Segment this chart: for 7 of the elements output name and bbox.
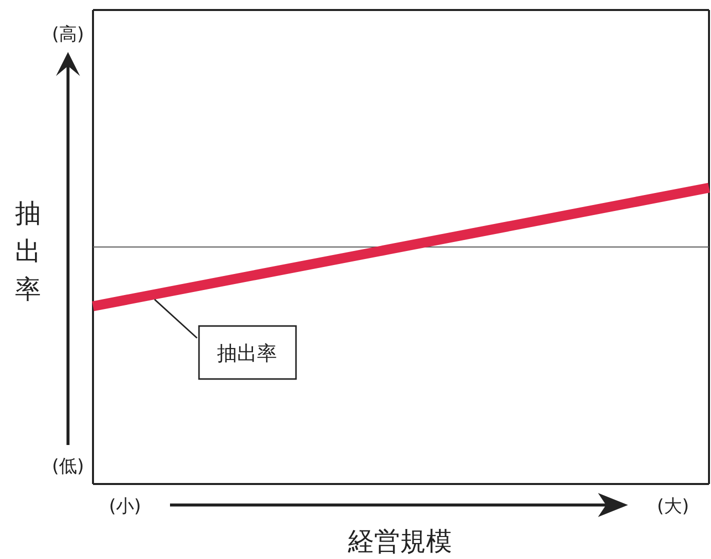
xlabel: 経営規模 [348,527,452,557]
annotation: (大) [656,496,690,517]
series-name: 抽出率 [217,341,277,365]
annotation: (高) [52,24,84,45]
annotation: (低) [52,456,84,477]
ylabel: 抽出率 [15,199,41,305]
annotation: (小) [108,496,142,517]
